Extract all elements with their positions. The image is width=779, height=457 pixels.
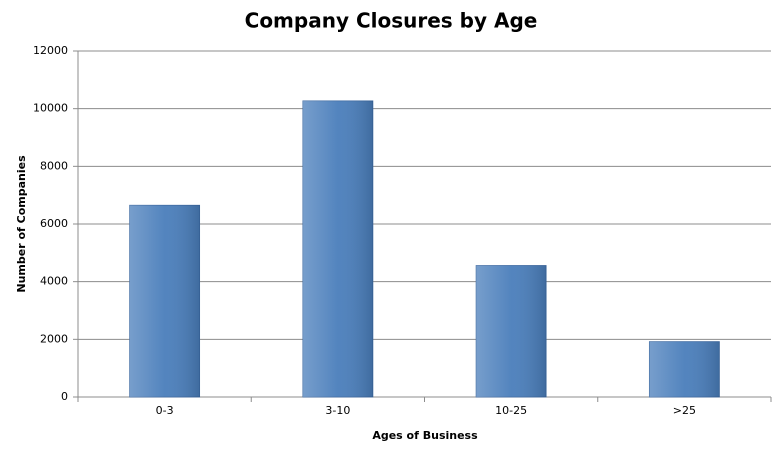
y-tick-label: 6000 — [40, 217, 68, 230]
y-tick-label: 12000 — [33, 44, 68, 57]
y-tick-label: 2000 — [40, 332, 68, 345]
bar-shade — [476, 265, 547, 397]
bar-shade — [302, 100, 373, 398]
x-tick-label: 3-10 — [325, 404, 350, 417]
x-axis-title: Ages of Business — [372, 429, 478, 442]
chart-title: Company Closures by Age — [245, 9, 538, 33]
x-tick-label: 10-25 — [495, 404, 527, 417]
y-tick-label: 0 — [61, 390, 68, 403]
y-tick-label: 8000 — [40, 159, 68, 172]
bar-shade — [129, 205, 200, 397]
x-tick-label: 0-3 — [156, 404, 174, 417]
bar-shade — [649, 341, 720, 397]
x-tick-label: >25 — [673, 404, 696, 417]
y-tick-label: 10000 — [33, 102, 68, 115]
y-tick-label: 4000 — [40, 275, 68, 288]
y-axis-title: Number of Companies — [15, 155, 28, 293]
